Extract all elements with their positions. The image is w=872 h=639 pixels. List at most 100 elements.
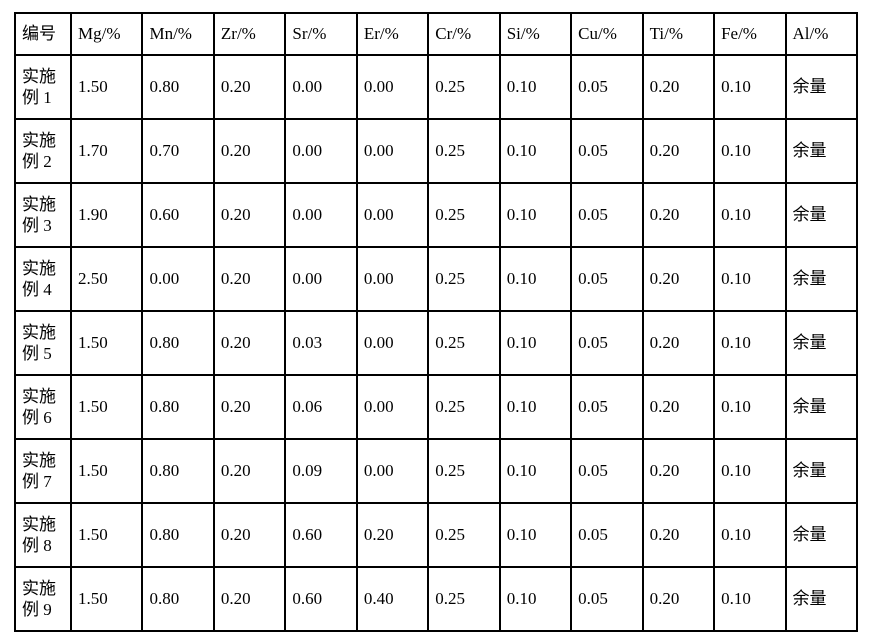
row-label: 实施例 8: [15, 503, 71, 567]
table-row: 实施例 8 1.50 0.80 0.20 0.60 0.20 0.25 0.10…: [15, 503, 857, 567]
cell-si: 0.10: [500, 375, 571, 439]
cell-er: 0.00: [357, 55, 428, 119]
cell-mn: 0.60: [142, 183, 213, 247]
cell-ti: 0.20: [643, 567, 714, 631]
cell-cr: 0.25: [428, 183, 499, 247]
row-label-text: 实施例 7: [22, 450, 64, 493]
cell-mg: 1.50: [71, 375, 142, 439]
table-row: 实施例 9 1.50 0.80 0.20 0.60 0.40 0.25 0.10…: [15, 567, 857, 631]
cell-er: 0.20: [357, 503, 428, 567]
cell-cr: 0.25: [428, 247, 499, 311]
col-header-si: Si/%: [500, 13, 571, 55]
row-label: 实施例 5: [15, 311, 71, 375]
row-label: 实施例 2: [15, 119, 71, 183]
table-row: 实施例 3 1.90 0.60 0.20 0.00 0.00 0.25 0.10…: [15, 183, 857, 247]
cell-mg: 1.50: [71, 311, 142, 375]
row-label: 实施例 6: [15, 375, 71, 439]
col-header-cu: Cu/%: [571, 13, 642, 55]
cell-cr: 0.25: [428, 503, 499, 567]
cell-al: 余量: [786, 439, 857, 503]
cell-sr: 0.00: [285, 183, 356, 247]
cell-cu: 0.05: [571, 439, 642, 503]
cell-mn: 0.00: [142, 247, 213, 311]
cell-zr: 0.20: [214, 375, 285, 439]
table-row: 实施例 2 1.70 0.70 0.20 0.00 0.00 0.25 0.10…: [15, 119, 857, 183]
cell-mg: 1.90: [71, 183, 142, 247]
col-header-er: Er/%: [357, 13, 428, 55]
composition-table: 编号 Mg/% Mn/% Zr/% Sr/% Er/% Cr/% Si/% Cu…: [14, 12, 858, 632]
cell-mn: 0.80: [142, 55, 213, 119]
col-header-fe: Fe/%: [714, 13, 785, 55]
cell-al: 余量: [786, 311, 857, 375]
cell-er: 0.40: [357, 567, 428, 631]
table-row: 实施例 6 1.50 0.80 0.20 0.06 0.00 0.25 0.10…: [15, 375, 857, 439]
row-label-text: 实施例 6: [22, 386, 64, 429]
cell-fe: 0.10: [714, 375, 785, 439]
row-label-text: 实施例 3: [22, 194, 64, 237]
cell-cu: 0.05: [571, 375, 642, 439]
header-row: 编号 Mg/% Mn/% Zr/% Sr/% Er/% Cr/% Si/% Cu…: [15, 13, 857, 55]
cell-zr: 0.20: [214, 439, 285, 503]
cell-sr: 0.09: [285, 439, 356, 503]
cell-mn: 0.80: [142, 311, 213, 375]
page: 编号 Mg/% Mn/% Zr/% Sr/% Er/% Cr/% Si/% Cu…: [0, 0, 872, 639]
cell-zr: 0.20: [214, 503, 285, 567]
cell-ti: 0.20: [643, 247, 714, 311]
cell-cu: 0.05: [571, 183, 642, 247]
cell-fe: 0.10: [714, 247, 785, 311]
cell-fe: 0.10: [714, 183, 785, 247]
cell-er: 0.00: [357, 311, 428, 375]
cell-al: 余量: [786, 375, 857, 439]
cell-mg: 2.50: [71, 247, 142, 311]
row-label: 实施例 1: [15, 55, 71, 119]
col-header-ti: Ti/%: [643, 13, 714, 55]
row-label-text: 实施例 4: [22, 258, 64, 301]
cell-ti: 0.20: [643, 311, 714, 375]
cell-fe: 0.10: [714, 119, 785, 183]
cell-fe: 0.10: [714, 503, 785, 567]
cell-sr: 0.00: [285, 55, 356, 119]
row-label: 实施例 9: [15, 567, 71, 631]
cell-cu: 0.05: [571, 247, 642, 311]
cell-ti: 0.20: [643, 55, 714, 119]
cell-fe: 0.10: [714, 567, 785, 631]
cell-ti: 0.20: [643, 119, 714, 183]
cell-cu: 0.05: [571, 503, 642, 567]
cell-er: 0.00: [357, 375, 428, 439]
cell-er: 0.00: [357, 183, 428, 247]
cell-mn: 0.80: [142, 375, 213, 439]
cell-zr: 0.20: [214, 183, 285, 247]
cell-al: 余量: [786, 183, 857, 247]
cell-sr: 0.60: [285, 567, 356, 631]
cell-sr: 0.06: [285, 375, 356, 439]
cell-si: 0.10: [500, 119, 571, 183]
row-label: 实施例 3: [15, 183, 71, 247]
cell-zr: 0.20: [214, 311, 285, 375]
col-header-cr: Cr/%: [428, 13, 499, 55]
cell-ti: 0.20: [643, 375, 714, 439]
cell-si: 0.10: [500, 55, 571, 119]
row-label: 实施例 4: [15, 247, 71, 311]
row-label-text: 实施例 2: [22, 130, 64, 173]
cell-cr: 0.25: [428, 119, 499, 183]
cell-al: 余量: [786, 503, 857, 567]
table-row: 实施例 7 1.50 0.80 0.20 0.09 0.00 0.25 0.10…: [15, 439, 857, 503]
cell-zr: 0.20: [214, 567, 285, 631]
cell-si: 0.10: [500, 183, 571, 247]
table-header: 编号 Mg/% Mn/% Zr/% Sr/% Er/% Cr/% Si/% Cu…: [15, 13, 857, 55]
row-label: 实施例 7: [15, 439, 71, 503]
cell-al: 余量: [786, 247, 857, 311]
table-row: 实施例 4 2.50 0.00 0.20 0.00 0.00 0.25 0.10…: [15, 247, 857, 311]
cell-cu: 0.05: [571, 55, 642, 119]
cell-al: 余量: [786, 55, 857, 119]
cell-cu: 0.05: [571, 119, 642, 183]
col-header-label: 编号: [15, 13, 71, 55]
cell-sr: 0.00: [285, 119, 356, 183]
cell-fe: 0.10: [714, 439, 785, 503]
col-header-zr: Zr/%: [214, 13, 285, 55]
cell-fe: 0.10: [714, 55, 785, 119]
cell-mn: 0.80: [142, 503, 213, 567]
table-row: 实施例 5 1.50 0.80 0.20 0.03 0.00 0.25 0.10…: [15, 311, 857, 375]
cell-mg: 1.50: [71, 439, 142, 503]
row-label-text: 实施例 8: [22, 514, 64, 557]
